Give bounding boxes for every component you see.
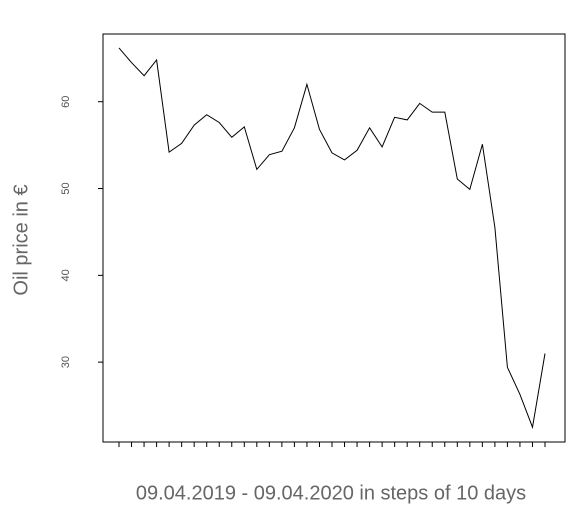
y-tick-label: 40 [60,269,72,281]
y-tick-label: 30 [60,356,72,368]
y-axis-label: Oil price in € [10,184,32,295]
line [118,47,546,430]
y-tick-label: 60 [60,96,72,108]
plot-frame [102,33,566,443]
y-tick-label: 50 [60,182,72,194]
x-axis-label: 09.04.2019 - 09.04.2020 in steps of 10 d… [136,482,526,504]
